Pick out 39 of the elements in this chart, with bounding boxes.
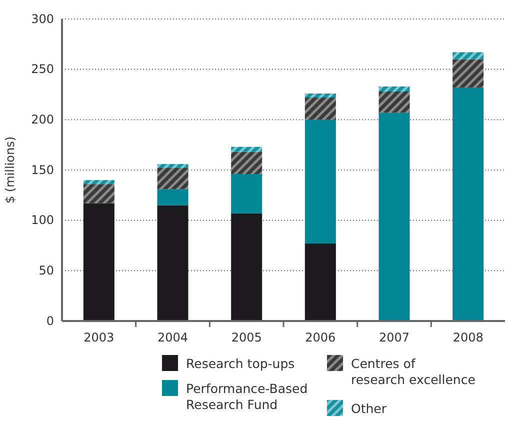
bar <box>304 98 336 120</box>
x-tick-label: 2004 <box>157 330 188 345</box>
bar <box>304 243 336 321</box>
x-tick-label: 2005 <box>231 330 262 345</box>
x-tick-label: 2003 <box>84 330 114 345</box>
y-tick-label: 300 <box>31 12 54 26</box>
y-tick-label: 150 <box>31 162 54 177</box>
x-tick-label: 2008 <box>452 330 484 345</box>
y-tick-label: 100 <box>31 213 54 228</box>
y-axis-title: $ (millions) <box>3 136 17 204</box>
bar <box>83 203 114 321</box>
bar <box>83 184 114 204</box>
bar <box>157 168 188 190</box>
bar <box>304 93 336 98</box>
y-tick-label: 0 <box>46 314 54 328</box>
bar <box>157 164 188 168</box>
x-tick-label: 2007 <box>378 330 410 345</box>
bar <box>231 146 262 152</box>
legend-label: Centres of research excellence <box>351 356 476 387</box>
x-tick-label: 2006 <box>305 330 336 345</box>
bar <box>231 152 262 174</box>
bar <box>157 189 188 206</box>
legend-label: Performance-Based Research Fund <box>186 381 308 412</box>
y-tick-label: 200 <box>31 112 54 127</box>
bar <box>452 52 484 60</box>
bar <box>231 213 262 321</box>
bar <box>378 91 410 113</box>
bar <box>452 87 484 321</box>
y-tick-label: 50 <box>38 264 54 278</box>
y-tick-label: 250 <box>31 62 54 76</box>
bar <box>378 112 410 321</box>
bar <box>304 120 336 244</box>
bar <box>452 59 484 88</box>
bar <box>378 86 410 92</box>
legend-label: Research top-ups <box>186 356 295 371</box>
bar <box>157 205 188 321</box>
legend-label: Other <box>351 401 388 416</box>
bar <box>83 180 114 184</box>
bar <box>231 174 262 214</box>
